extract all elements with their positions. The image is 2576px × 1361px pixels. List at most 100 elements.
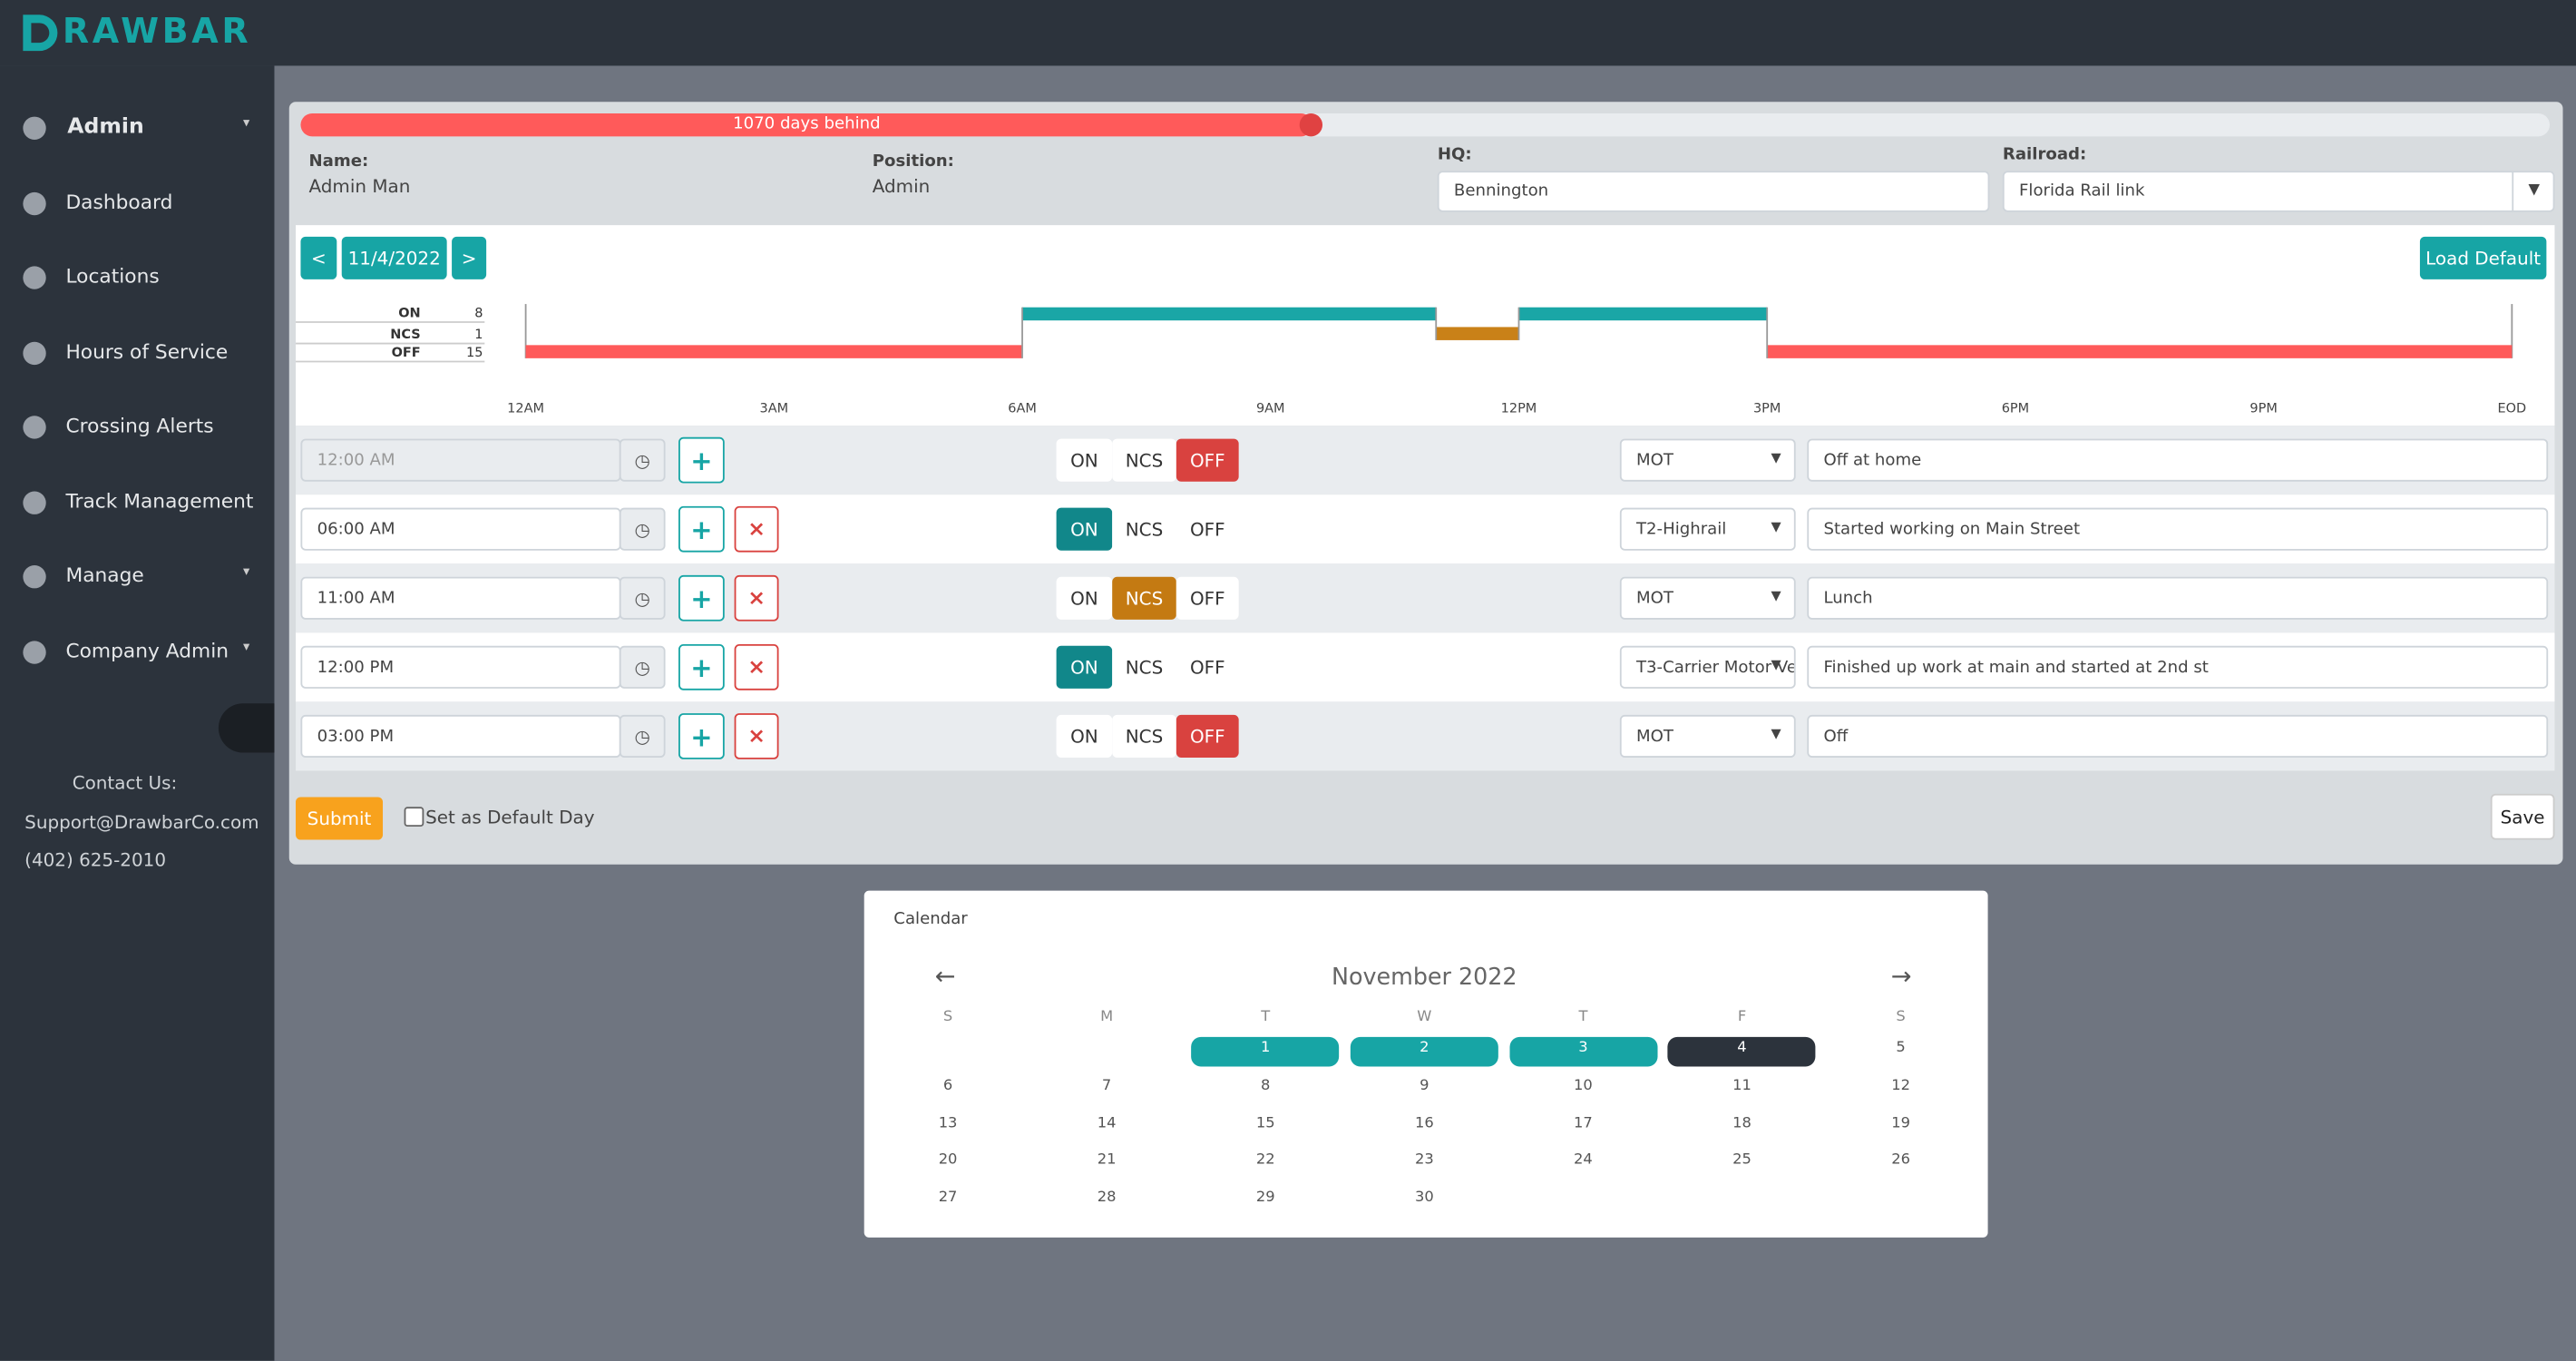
equipment-select[interactable]: T3-Carrier Motor Vehicle (1619, 645, 1796, 689)
hq-input[interactable]: Bennington (1437, 171, 1990, 212)
note-input[interactable]: Finished up work at main and started at … (1807, 645, 2549, 689)
add-row[interactable]: + (678, 643, 725, 690)
calendar-day[interactable]: 26 (1891, 1152, 1910, 1170)
default-label: Set as Default Day (425, 807, 595, 828)
calendar-day[interactable]: 6 (942, 1077, 953, 1094)
calendar-day[interactable]: 15 (1255, 1115, 1275, 1132)
nav-item[interactable]: Dashboard (65, 191, 173, 214)
status-toggle[interactable]: OFF (1176, 438, 1239, 482)
equipment-select[interactable]: MOT (1619, 576, 1796, 620)
equipment-select[interactable]: MOT (1619, 438, 1796, 482)
status-toggle[interactable]: ON (1056, 714, 1113, 758)
contact-email[interactable]: Support@DrawbarCo.com (24, 811, 259, 834)
delete-row[interactable]: × (734, 643, 779, 690)
clock-button[interactable]: ◷ (619, 438, 666, 482)
calendar-day[interactable]: 24 (1574, 1152, 1593, 1170)
submit-button[interactable]: Submit (296, 797, 384, 840)
status-toggle[interactable]: ON (1056, 507, 1113, 551)
calendar-day[interactable]: 12 (1891, 1077, 1910, 1094)
status-toggle[interactable]: NCS (1112, 507, 1176, 551)
load-default[interactable]: Load Default (2419, 236, 2547, 279)
month-next[interactable]: → (1890, 961, 1912, 992)
calendar-day[interactable]: 7 (1101, 1077, 1112, 1094)
calendar-day[interactable]: 8 (1261, 1077, 1271, 1094)
nav-item[interactable]: Track Management (65, 489, 254, 514)
time-input[interactable]: 06:00 AM (300, 507, 621, 551)
nav-item[interactable]: Hours of Service (65, 339, 229, 364)
select-arrow[interactable]: ▼ (2512, 171, 2554, 212)
status-toggle[interactable]: NCS (1112, 576, 1176, 620)
nav-item[interactable]: Company Admin (65, 639, 229, 662)
clock-button[interactable]: ◷ (619, 645, 666, 689)
calendar-day[interactable]: 19 (1891, 1115, 1910, 1132)
calendar-day[interactable]: 28 (1097, 1190, 1117, 1207)
calendar-day[interactable]: 4 (1737, 1040, 1747, 1057)
calendar-day[interactable]: 17 (1574, 1115, 1593, 1132)
add-row[interactable]: + (678, 436, 725, 484)
calendar-day[interactable]: 27 (938, 1190, 958, 1207)
prev-day[interactable]: < (300, 236, 337, 279)
calendar-day[interactable]: 30 (1414, 1190, 1434, 1207)
clock-button[interactable]: ◷ (619, 576, 666, 620)
note-input[interactable]: Off at home (1807, 438, 2549, 482)
month-prev[interactable]: ← (934, 961, 956, 992)
delete-row[interactable]: × (734, 713, 779, 759)
nav-user[interactable]: Admin (67, 114, 144, 140)
time-input[interactable]: 03:00 PM (300, 714, 621, 758)
delete-row[interactable]: × (734, 505, 779, 553)
note-input[interactable]: Started working on Main Street (1807, 507, 2549, 551)
date-button[interactable]: 11/4/2022 (341, 236, 447, 279)
nav-item[interactable]: Crossing Alerts (65, 414, 214, 437)
add-row[interactable]: + (678, 574, 725, 622)
equipment-select[interactable]: T2-Highrail (1619, 507, 1796, 551)
equipment-select[interactable]: MOT (1619, 714, 1796, 758)
status-toggle[interactable]: OFF (1176, 507, 1239, 551)
calendar-day[interactable]: 16 (1414, 1115, 1434, 1132)
calendar-day[interactable]: 29 (1255, 1190, 1275, 1207)
status-toggle[interactable]: NCS (1112, 714, 1176, 758)
save-button[interactable]: Save (2490, 793, 2555, 840)
calendar-day[interactable]: 3 (1578, 1040, 1588, 1057)
status-toggle[interactable]: ON (1056, 576, 1113, 620)
status-toggle[interactable]: OFF (1176, 576, 1239, 620)
brand[interactable]: RAWBAR (62, 11, 252, 52)
calendar-day[interactable]: 11 (1732, 1077, 1751, 1094)
add-row[interactable]: + (678, 713, 725, 759)
status-toggle[interactable]: ON (1056, 645, 1113, 689)
clock-button[interactable]: ◷ (619, 507, 666, 551)
calendar-day[interactable]: 14 (1097, 1115, 1117, 1132)
status-toggle[interactable]: NCS (1112, 438, 1176, 482)
note-input[interactable]: Off (1807, 714, 2549, 758)
clock-button[interactable]: ◷ (619, 714, 666, 758)
status-toggle[interactable]: NCS (1112, 645, 1176, 689)
x-tick-label: 3AM (760, 402, 789, 416)
nav-item[interactable]: Locations (65, 264, 160, 288)
add-row[interactable]: + (678, 505, 725, 553)
calendar-day[interactable]: 22 (1255, 1152, 1275, 1170)
default-checkbox[interactable] (404, 807, 424, 827)
calendar-day[interactable]: 13 (938, 1115, 958, 1132)
move-handle[interactable] (218, 703, 275, 753)
calendar-day[interactable]: 18 (1732, 1115, 1751, 1132)
status-toggle[interactable]: OFF (1176, 645, 1239, 689)
railroad-select[interactable]: Florida Rail link (2002, 171, 2555, 212)
calendar-day[interactable]: 9 (1420, 1077, 1429, 1094)
next-day[interactable]: > (452, 236, 487, 279)
status-toggle[interactable]: ON (1056, 438, 1113, 482)
status-toggle[interactable]: OFF (1176, 714, 1239, 758)
delete-row[interactable]: × (734, 574, 779, 622)
note-input[interactable]: Lunch (1807, 576, 2549, 620)
calendar-day[interactable]: 25 (1732, 1152, 1751, 1170)
calendar-day[interactable]: 10 (1574, 1077, 1593, 1094)
calendar-day[interactable]: 23 (1414, 1152, 1434, 1170)
calendar-day[interactable]: 21 (1097, 1152, 1117, 1170)
nav-item[interactable]: Manage (65, 563, 144, 587)
time-input[interactable]: 12:00 PM (300, 645, 621, 689)
calendar-day[interactable]: 20 (938, 1152, 958, 1170)
time-input[interactable]: 11:00 AM (300, 576, 621, 620)
calendar-day[interactable]: 5 (1896, 1040, 1906, 1057)
calendar-day[interactable]: 1 (1261, 1040, 1271, 1057)
caret: ▾ (243, 563, 250, 579)
calendar-day[interactable]: 2 (1420, 1040, 1429, 1057)
